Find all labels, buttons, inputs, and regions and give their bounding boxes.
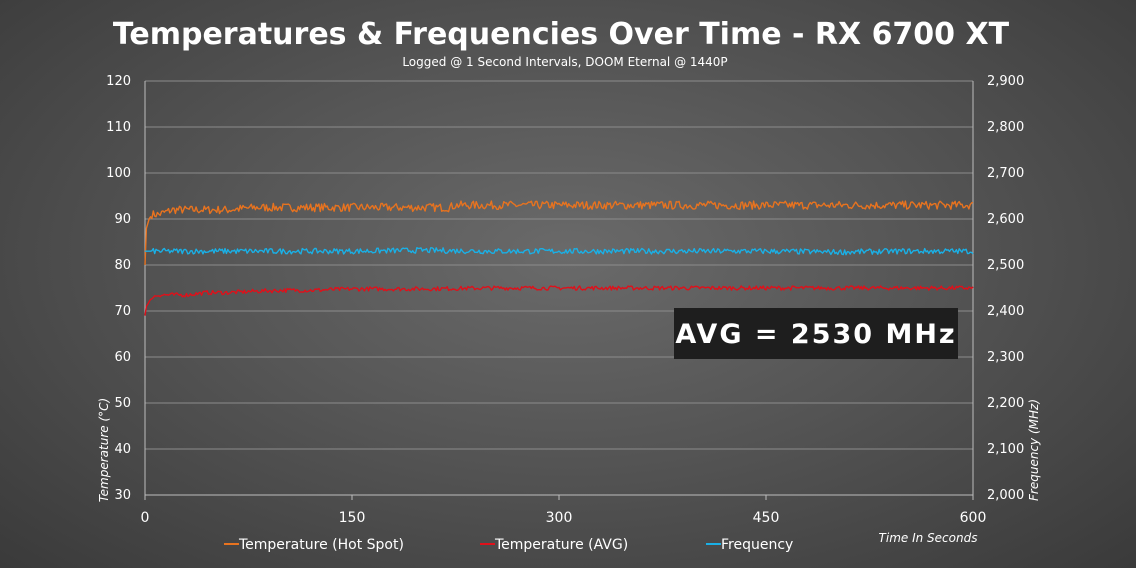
avg-annotation-text: AVG = 2530 MHz xyxy=(675,319,956,350)
x-ticks: 0 150 300 450 600 xyxy=(141,495,987,526)
x-tick-label: 300 xyxy=(546,510,573,526)
chart-subtitle: Logged @ 1 Second Intervals, DOOM Eterna… xyxy=(402,55,727,69)
x-tick-label: 600 xyxy=(960,510,987,526)
y-tick-right-label: 2,000 xyxy=(987,488,1024,503)
y-ticks-left: 30 40 50 60 70 80 90 100 110 120 xyxy=(106,74,131,503)
y-ticks-right: 2,000 2,100 2,200 2,300 2,400 2,500 2,600 2,700… xyxy=(987,74,1024,503)
x-tick-label: 450 xyxy=(753,510,780,526)
y-tick-left-label: 120 xyxy=(106,74,131,89)
x-tick-label: 150 xyxy=(339,510,366,526)
series-line-1 xyxy=(144,285,974,316)
y-tick-left-label: 40 xyxy=(114,442,131,457)
y-tick-left-label: 60 xyxy=(114,350,131,365)
series-line-0 xyxy=(144,200,974,266)
y-tick-right-label: 2,700 xyxy=(987,166,1024,181)
legend-label: Temperature (Hot Spot) xyxy=(238,537,404,553)
y-tick-left-label: 90 xyxy=(114,212,131,227)
y-tick-left-label: 70 xyxy=(114,304,131,319)
series-line-2 xyxy=(145,247,974,256)
y-axis-left-label: Temperature (°C) xyxy=(97,398,111,502)
avg-annotation-box xyxy=(674,308,958,359)
y-tick-right-label: 2,800 xyxy=(987,120,1024,135)
y-tick-left-label: 50 xyxy=(114,396,131,411)
y-axis-right-label: Frequency (MHz) xyxy=(1027,399,1041,501)
legend-label: Frequency xyxy=(721,537,793,553)
y-tick-right-label: 2,200 xyxy=(987,396,1024,411)
y-tick-left-label: 100 xyxy=(106,166,131,181)
legend-label: Temperature (AVG) xyxy=(494,537,628,553)
x-tick-label: 0 xyxy=(141,510,150,526)
grid-lines xyxy=(145,80,973,450)
avg-annotation: AVG = 2530 MHz xyxy=(674,308,958,359)
y-tick-right-label: 2,900 xyxy=(987,74,1024,89)
y-tick-right-label: 2,500 xyxy=(987,258,1024,273)
y-tick-right-label: 2,100 xyxy=(987,442,1024,457)
y-tick-right-label: 2,600 xyxy=(987,212,1024,227)
y-tick-left-label: 110 xyxy=(106,120,131,135)
y-tick-right-label: 2,400 xyxy=(987,304,1024,319)
y-tick-left-label: 80 xyxy=(114,258,131,273)
series-lines xyxy=(144,200,974,316)
y-tick-right-label: 2,300 xyxy=(987,350,1024,365)
chart-title: Temperatures & Frequencies Over Time - R… xyxy=(113,17,1010,52)
legend: Temperature (Hot Spot) Temperature (AVG) F… xyxy=(224,537,793,553)
x-axis-label: Time In Seconds xyxy=(879,531,978,545)
y-tick-left-label: 30 xyxy=(114,488,131,503)
